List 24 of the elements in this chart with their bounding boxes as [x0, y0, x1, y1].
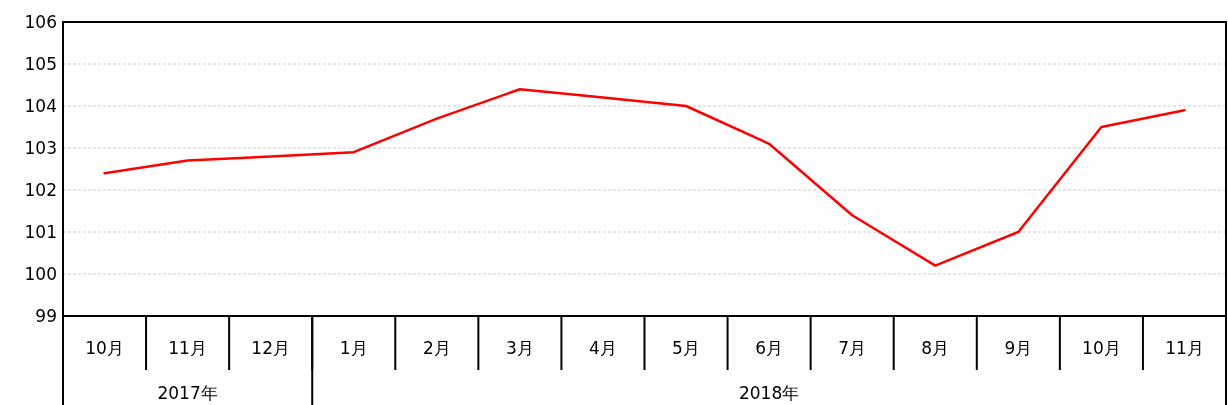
- x-tick-label: 10月: [1082, 338, 1121, 358]
- x-tick-label: 7月: [838, 338, 867, 358]
- y-tick-label: 101: [24, 222, 57, 242]
- x-tick-label: 10月: [85, 338, 124, 358]
- x-tick-label: 12月: [251, 338, 290, 358]
- y-tick-label: 105: [24, 54, 57, 74]
- x-tick-label: 5月: [672, 338, 700, 358]
- y-tick-label: 106: [24, 12, 57, 32]
- y-tick-label: 104: [24, 96, 57, 116]
- x-tick-label: 3月: [505, 338, 534, 358]
- x-tick-label: 8月: [921, 338, 950, 358]
- x-tick-label: 9月: [1004, 338, 1033, 358]
- y-tick-label: 100: [24, 264, 57, 284]
- y-tick-label: 103: [24, 138, 57, 158]
- y-tick-label: 99: [35, 306, 57, 326]
- x-tick-label: 11月: [1165, 338, 1204, 358]
- x-tick-label: 2月: [422, 338, 451, 358]
- x-tick-label: 11月: [168, 338, 207, 358]
- x-tick-label: 1月: [339, 338, 368, 358]
- x-tick-label: 6月: [755, 338, 784, 358]
- x-tick-label: 4月: [589, 338, 617, 358]
- text: 2018年: [738, 383, 800, 403]
- y-tick-label: 102: [24, 180, 57, 200]
- text: 2017年: [157, 383, 218, 403]
